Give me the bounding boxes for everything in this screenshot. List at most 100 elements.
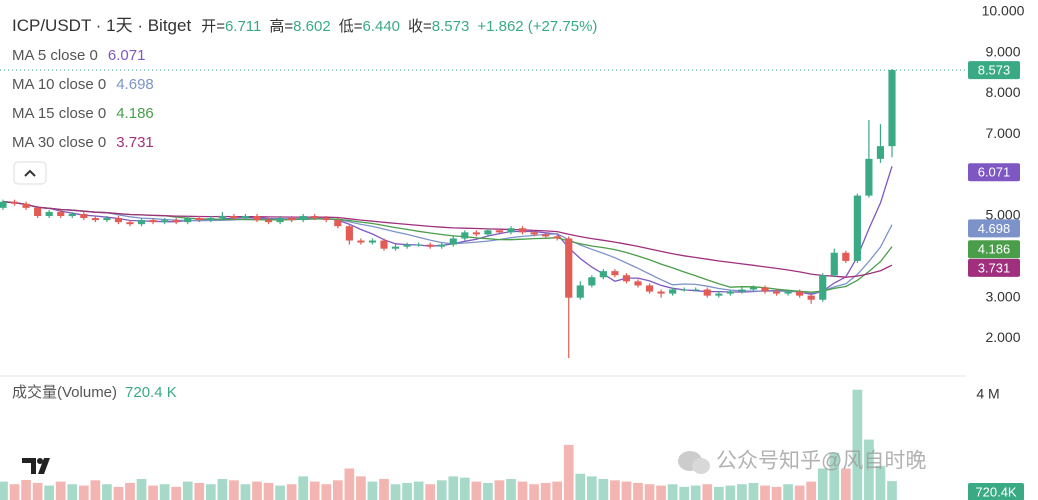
candle-body <box>311 216 319 219</box>
candle-body <box>876 146 885 159</box>
candle-body <box>807 295 815 300</box>
candle-body <box>207 218 215 221</box>
ma-price-label-box <box>968 163 1020 182</box>
y-tick-label: 3.000 <box>985 288 1020 304</box>
volume-bar <box>0 481 8 500</box>
candle-body <box>103 218 111 221</box>
tradingview-logo <box>14 448 60 480</box>
volume-bar <box>67 484 78 500</box>
candle-body <box>599 271 607 278</box>
volume-bar <box>413 481 424 500</box>
candle-body <box>715 293 723 296</box>
ohlc-label: 低= <box>339 18 363 35</box>
y-tick-label: 2.000 <box>985 329 1020 345</box>
ma-price-label-box <box>968 219 1020 238</box>
volume-bars <box>0 389 897 500</box>
volume-bar <box>332 480 343 500</box>
volume-bar <box>44 485 55 500</box>
volume-bar <box>713 486 724 500</box>
candle-body <box>461 232 469 239</box>
candle-body <box>507 228 515 233</box>
volume-bar <box>459 477 470 500</box>
volume-bar <box>171 486 182 500</box>
volume-bar <box>840 468 851 500</box>
ma-price-label-box <box>968 240 1020 259</box>
candle-body <box>10 201 19 204</box>
volume-bar <box>702 484 713 500</box>
volume-legend-value: 720.4 K <box>125 384 177 401</box>
ma-legend-label: MA 5 close 0 <box>12 47 98 64</box>
volume-bar <box>644 484 655 500</box>
candle-body <box>357 240 365 243</box>
volume-bar <box>771 486 782 500</box>
candle-body <box>692 289 700 291</box>
candle-body <box>518 228 527 233</box>
candle-body <box>195 218 203 221</box>
candle-body <box>830 252 838 276</box>
volume-bar <box>344 468 355 500</box>
candle-body <box>657 291 665 294</box>
volume-bar <box>748 482 759 500</box>
candle-body <box>45 211 53 217</box>
candle-body <box>553 236 561 239</box>
ma-line <box>2 201 893 294</box>
collapse-button[interactable] <box>13 161 47 185</box>
candles <box>0 68 896 359</box>
volume-bar <box>679 486 690 500</box>
ma-line <box>2 166 893 296</box>
volume-bar <box>656 485 666 500</box>
volume-bar <box>309 481 320 500</box>
volume-bar <box>506 478 516 500</box>
volume-bar <box>829 452 840 500</box>
candle-body <box>645 285 654 292</box>
volume-bar <box>78 485 89 500</box>
volume-bar <box>182 481 193 500</box>
volume-bar <box>633 482 643 500</box>
volume-bar <box>229 480 239 500</box>
candle-body <box>68 213 76 217</box>
ohlc-value: 6.711 <box>225 18 261 35</box>
candle-body <box>322 218 330 221</box>
volume-bar <box>275 485 285 500</box>
candle-body <box>391 246 400 249</box>
candle-body <box>22 203 30 208</box>
candle-body <box>888 70 896 147</box>
candle-body <box>542 234 550 237</box>
volume-bar <box>125 482 135 500</box>
volume-bar <box>159 484 170 500</box>
watermark-text: 公众号知乎@风自时晚 <box>716 450 926 473</box>
candle-body <box>772 291 781 294</box>
y-tick-label: 7.000 <box>985 125 1020 141</box>
candle-body <box>796 291 804 296</box>
volume-bar <box>194 482 205 500</box>
candle-body <box>726 291 734 294</box>
candle-body <box>449 238 457 245</box>
volume-bar <box>9 484 20 500</box>
volume-bar <box>552 481 563 500</box>
volume-bar <box>402 482 412 500</box>
volume-bar <box>783 484 793 500</box>
candle-body <box>241 216 250 219</box>
candle-body <box>218 216 226 219</box>
candle-body <box>622 275 631 282</box>
candle-body <box>114 218 123 223</box>
candle-body <box>784 291 792 294</box>
volume-bar <box>113 486 124 500</box>
candle-body <box>230 216 238 219</box>
volume-bar <box>517 481 528 500</box>
candle-body <box>264 220 273 223</box>
volume-bar <box>563 444 574 500</box>
candle-body <box>669 289 677 294</box>
volume-bar <box>356 476 366 500</box>
candle-body <box>588 277 596 286</box>
volume-bar <box>471 481 482 500</box>
candle-body <box>703 289 711 296</box>
volume-bar <box>494 480 505 500</box>
volume-bar <box>667 484 678 500</box>
volume-bar <box>806 481 817 500</box>
ma-legend-value: 4.698 <box>116 76 154 93</box>
change: +1.862 (+27.75%) <box>477 18 597 35</box>
candle-body <box>80 213 88 219</box>
volume-bar <box>817 468 828 500</box>
volume-bar <box>760 485 770 500</box>
